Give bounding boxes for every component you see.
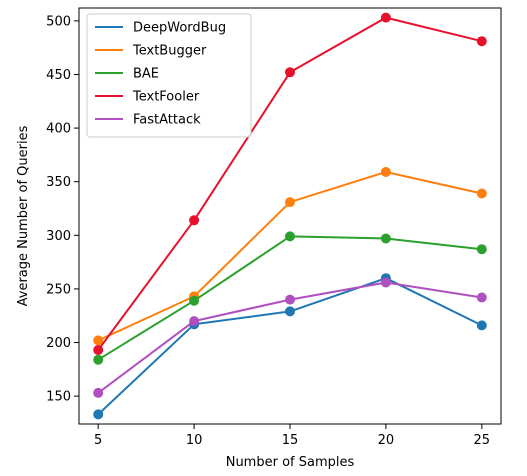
legend: DeepWordBug TextBugger BAE TextFooler FastAt…	[86, 13, 252, 138]
legend-item: BAE	[95, 67, 159, 82]
data-point	[189, 215, 200, 226]
data-point	[476, 320, 487, 331]
y-tick-label: 500	[46, 14, 71, 29]
x-tick-label: 15	[282, 433, 299, 448]
x-tick-label: 5	[94, 433, 102, 448]
axes-layer: 5 10 15 20 25 150 200 250 300 350 400 450 500	[46, 7, 502, 448]
y-tick-label: 300	[46, 229, 71, 244]
data-point	[380, 233, 391, 244]
data-point	[93, 335, 104, 346]
legend-box	[86, 13, 252, 138]
data-point	[476, 188, 487, 199]
data-point	[476, 292, 487, 303]
data-point	[93, 409, 104, 420]
data-point	[380, 167, 391, 177]
legend-item: TextFooler	[95, 90, 200, 105]
y-tick-label: 350	[46, 175, 71, 190]
data-point	[93, 387, 104, 398]
legend-label: DeepWordBug	[133, 21, 226, 36]
data-point	[93, 345, 104, 355]
data-point	[93, 354, 104, 365]
y-tick-label: 150	[46, 390, 71, 405]
y-tick-label: 450	[46, 68, 71, 83]
x-tick-label: 25	[474, 433, 491, 448]
legend-label: TextFooler	[132, 90, 200, 105]
legend-label: FastAttack	[133, 113, 201, 128]
legend-label: BAE	[133, 67, 159, 82]
legend-item: FastAttack	[95, 113, 201, 128]
data-point	[285, 197, 295, 208]
data-point	[476, 36, 487, 47]
x-axis-title: Number of Samples	[226, 455, 355, 470]
data-point	[189, 295, 200, 306]
series-layer	[93, 12, 487, 420]
y-tick-label: 200	[46, 336, 71, 351]
y-tick-label: 400	[46, 122, 71, 137]
series-4	[93, 277, 487, 398]
y-tick-label: 250	[46, 282, 71, 297]
series-3	[93, 12, 487, 355]
x-tick-label: 20	[378, 433, 395, 448]
legend-item: DeepWordBug	[95, 21, 226, 36]
x-tick-label: 10	[186, 433, 203, 448]
data-point	[476, 244, 487, 255]
data-point	[285, 294, 295, 305]
data-point	[380, 277, 391, 288]
series-2	[93, 231, 487, 365]
data-point	[189, 316, 200, 327]
data-point	[285, 306, 295, 317]
data-point	[285, 231, 295, 242]
y-axis-title: Average Number of Queries	[16, 125, 31, 306]
legend-item: TextBugger	[95, 44, 207, 59]
legend-label: TextBugger	[132, 44, 207, 59]
data-point	[285, 67, 295, 78]
data-point	[380, 12, 391, 23]
